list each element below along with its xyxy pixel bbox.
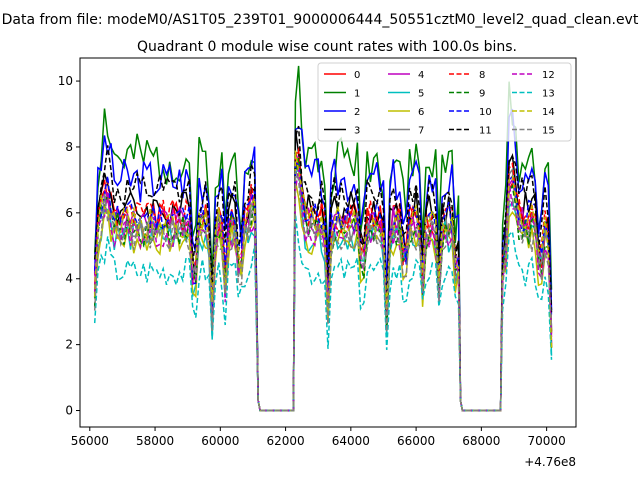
- legend-label-8: 8: [479, 70, 485, 81]
- legend-label-1: 1: [354, 89, 360, 100]
- x-tick-label: 66000: [397, 434, 435, 448]
- series-line-0: [93, 158, 553, 412]
- legend-label-11: 11: [479, 126, 492, 137]
- series-line-2: [93, 108, 553, 412]
- x-tick-label: 56000: [71, 434, 109, 448]
- legend-label-15: 15: [542, 126, 555, 137]
- y-tick-label: 2: [65, 338, 73, 352]
- x-tick-label: 68000: [462, 434, 500, 448]
- x-tick-label: 58000: [136, 434, 174, 448]
- plot-frame: [79, 57, 577, 428]
- series-line-14: [93, 150, 553, 412]
- legend-label-6: 6: [418, 107, 424, 118]
- legend-label-3: 3: [354, 126, 360, 137]
- x-axis: 56000 58000 60000 62000 64000 66000 68000 70000: [71, 427, 566, 448]
- series-line-12: [93, 168, 553, 412]
- series-line-9: [93, 157, 553, 412]
- legend-label-13: 13: [542, 89, 555, 100]
- y-tick-label: 6: [65, 206, 73, 220]
- legend-label-5: 5: [418, 89, 424, 100]
- chart-suptitle: Data from file: modeM0/AS1T05_239T01_900…: [2, 12, 639, 28]
- x-tick-label: 60000: [201, 434, 239, 448]
- legend-label-7: 7: [418, 126, 424, 137]
- series-line-6: [93, 180, 553, 412]
- series-line-13: [93, 214, 553, 412]
- legend-label-4: 4: [418, 70, 424, 81]
- x-offset-label: +4.76e8: [524, 455, 576, 469]
- legend-label-2: 2: [354, 107, 360, 118]
- legend-label-12: 12: [542, 70, 555, 81]
- series-line-5: [93, 167, 553, 412]
- y-tick-label: 8: [65, 140, 73, 154]
- series-line-11: [93, 125, 553, 412]
- series-layer: [93, 65, 553, 412]
- y-tick-label: 10: [58, 74, 73, 88]
- x-tick-label: 64000: [332, 434, 370, 448]
- legend-label-14: 14: [542, 107, 555, 118]
- chart-title: Quadrant 0 module wise count rates with …: [137, 39, 517, 55]
- x-tick-label: 62000: [266, 434, 304, 448]
- legend-label-9: 9: [479, 89, 485, 100]
- legend-label-0: 0: [354, 70, 360, 81]
- x-tick-label: 70000: [528, 434, 566, 448]
- y-tick-label: 0: [65, 404, 73, 418]
- y-tick-label: 4: [65, 272, 73, 286]
- legend-box: [317, 62, 572, 142]
- legend-label-10: 10: [479, 107, 492, 118]
- y-axis: 0 2 4 6 8 10: [58, 74, 80, 418]
